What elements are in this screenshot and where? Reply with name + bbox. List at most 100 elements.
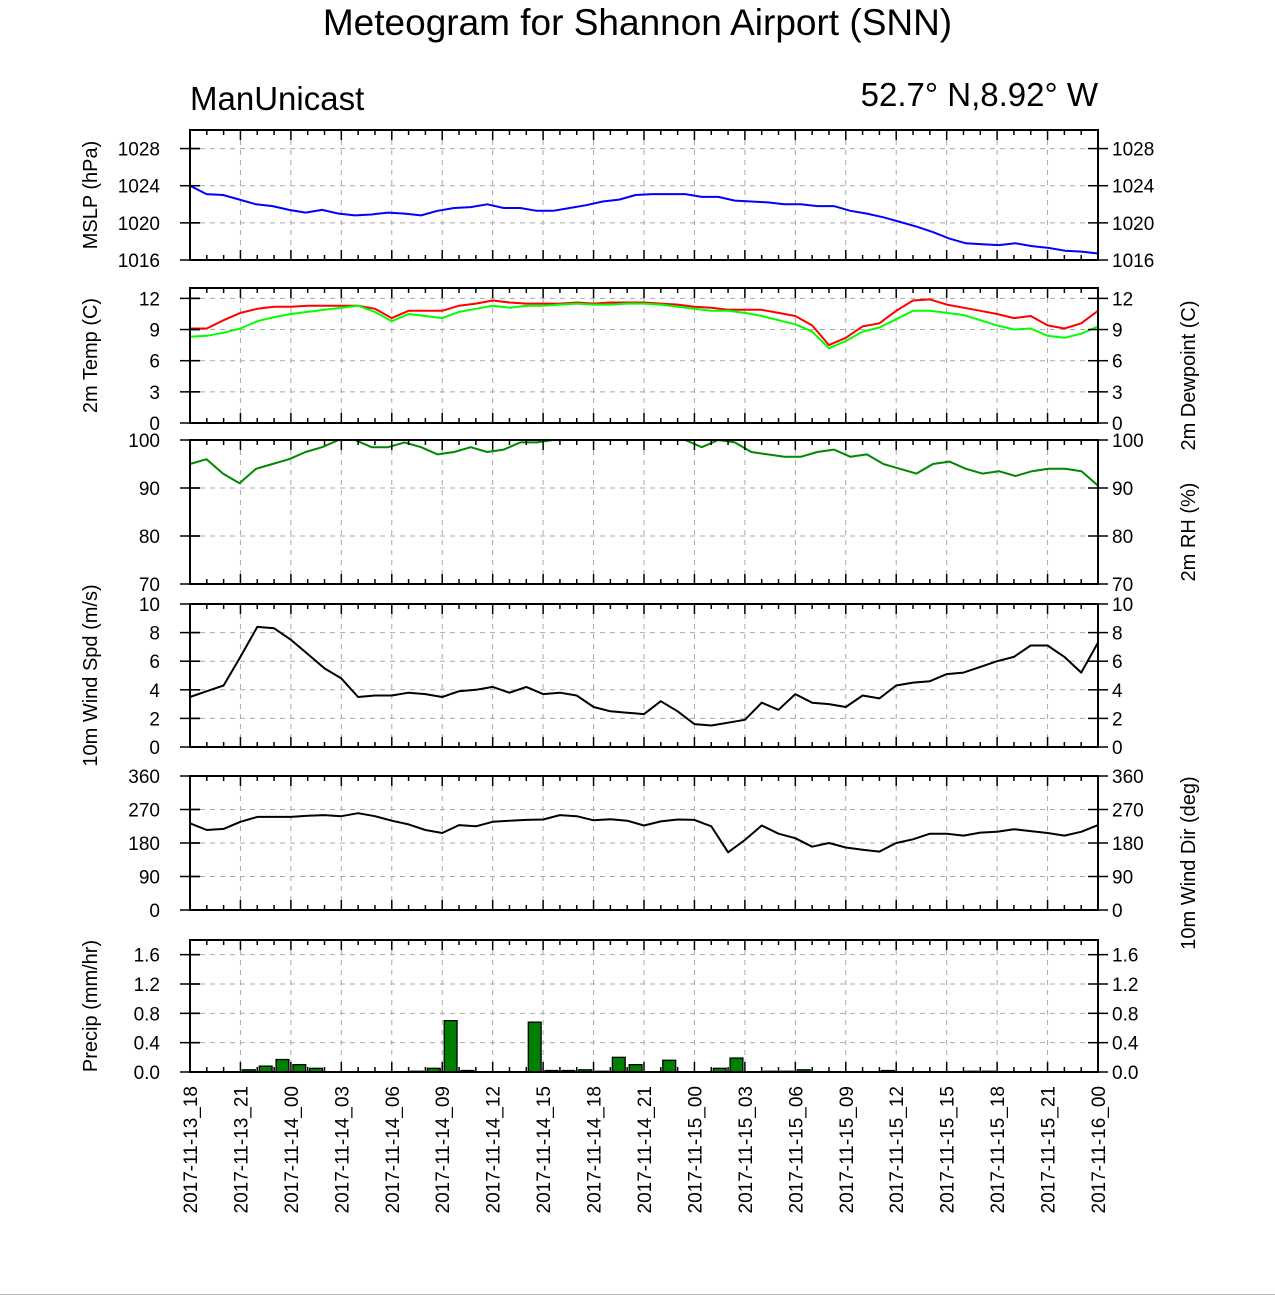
y-tick-label-left: 80 xyxy=(139,527,160,548)
y-tick-label-left: 270 xyxy=(128,801,160,822)
x-tick-label: 2017-11-15_09 xyxy=(837,1086,858,1213)
precip-bar xyxy=(275,1058,290,1073)
y-tick-label-left: 2 xyxy=(149,709,160,730)
y-tick-label-left: 6 xyxy=(149,652,160,673)
y-tick-label-right: 0 xyxy=(1112,738,1123,759)
y-tick-label-left: 360 xyxy=(128,767,160,788)
x-tick-label: 2017-11-15_15 xyxy=(938,1086,959,1213)
y-tick-label-right: 0 xyxy=(1112,414,1123,435)
y-tick-label-left: 8 xyxy=(149,624,160,645)
x-tick-label: 2017-11-15_03 xyxy=(736,1086,757,1213)
chart-title: Meteogram for Shannon Airport (SNN) xyxy=(322,2,953,43)
panel-mslp: 1016 1016 1020 1020 1024 1024 1028 1028 MSLP (hP… xyxy=(80,129,1155,272)
y-tick-label-right: 1016 xyxy=(1112,251,1154,272)
y-tick-label-left: 10 xyxy=(139,595,160,616)
y-tick-label-right: 1020 xyxy=(1112,214,1154,235)
y-tick-label-right: 0.8 xyxy=(1112,1004,1138,1025)
precip-bar xyxy=(527,1021,542,1073)
x-tick-label: 2017-11-15_00 xyxy=(685,1086,706,1213)
y-tick-label-right: 12 xyxy=(1112,289,1133,310)
y-tick-label-left: 1.6 xyxy=(134,946,160,967)
y-tick-label-right: 80 xyxy=(1112,527,1133,548)
y-tick-label-right: 10 xyxy=(1112,595,1133,616)
wspd-series-line-0 xyxy=(189,625,1099,727)
y-axis-label-right: 2m RH (%) xyxy=(1178,483,1200,582)
y-tick-label-left: 0.0 xyxy=(134,1063,160,1084)
y-tick-label-right: 180 xyxy=(1112,834,1144,855)
x-tick-label: 2017-11-14_15 xyxy=(534,1086,555,1213)
y-tick-label-left: 180 xyxy=(128,834,160,855)
y-axis-label-left: 2m Temp (C) xyxy=(80,298,102,413)
y-tick-label-right: 6 xyxy=(1112,652,1123,673)
x-tick-label: 2017-11-14_03 xyxy=(332,1086,353,1213)
y-tick-label-right: 1.6 xyxy=(1112,946,1138,967)
y-tick-label-left: 0 xyxy=(149,901,160,922)
temp-series-line-1 xyxy=(189,302,1099,350)
y-tick-label-right: 1024 xyxy=(1112,177,1155,198)
y-tick-label-left: 1028 xyxy=(118,140,160,161)
panel-wspd: 0 0 2 2 4 4 6 6 8 8 10 10 10m Wind Spd (m/s) xyxy=(80,584,1133,766)
mslp-series-line-0 xyxy=(189,184,1099,255)
y-tick-label-right: 90 xyxy=(1112,868,1133,889)
y-tick-label-right: 0.4 xyxy=(1112,1034,1139,1055)
y-tick-label-left: 0 xyxy=(149,738,160,759)
panel-precip: 0.0 0.0 0.4 0.4 0.8 0.8 1.2 1.2 1.6 1.6 Precip (mm… xyxy=(80,939,1139,1084)
x-tick-label: 2017-11-15_12 xyxy=(887,1086,908,1213)
panel-wdir: 0 0 90 90 180 180 270 270 360 360 10m Wind Dir (de… xyxy=(128,767,1200,950)
y-tick-label-right: 270 xyxy=(1112,801,1144,822)
y-tick-label-right: 8 xyxy=(1112,624,1123,645)
source-label: ManUnicast xyxy=(190,80,365,117)
x-tick-label: 2017-11-14_09 xyxy=(433,1086,454,1213)
x-tick-label: 2017-11-14_21 xyxy=(635,1086,656,1213)
y-tick-label-left: 1024 xyxy=(118,177,161,198)
y-tick-label-left: 90 xyxy=(139,479,160,500)
y-tick-label-left: 0 xyxy=(149,414,160,435)
y-tick-label-left: 0.4 xyxy=(134,1034,161,1055)
y-tick-label-right: 1.2 xyxy=(1112,975,1138,996)
y-tick-label-left: 70 xyxy=(139,575,160,596)
location-label: 52.7° N,8.92° W xyxy=(860,76,1098,113)
y-axis-label-left: MSLP (hPa) xyxy=(80,141,102,250)
y-tick-label-right: 360 xyxy=(1112,767,1144,788)
temp-series-line-0 xyxy=(190,298,1099,347)
y-tick-label-left: 0.8 xyxy=(134,1004,160,1025)
x-tick-label: 2017-11-14_06 xyxy=(383,1086,404,1213)
x-tick-label: 2017-11-14_12 xyxy=(484,1086,505,1213)
x-tick-label: 2017-11-14_00 xyxy=(282,1086,303,1213)
y-axis-label-right: 2m Dewpoint (C) xyxy=(1178,300,1200,450)
precip-bar xyxy=(628,1064,643,1073)
x-tick-label: 2017-11-15_18 xyxy=(988,1086,1009,1213)
y-tick-label-right: 4 xyxy=(1112,681,1123,702)
y-tick-label-right: 2 xyxy=(1112,709,1123,730)
y-tick-label-left: 4 xyxy=(149,681,160,702)
x-tick-label: 2017-11-13_18 xyxy=(181,1086,202,1213)
wdir-series-line-0 xyxy=(189,812,1099,854)
y-tick-label-right: 90 xyxy=(1112,479,1133,500)
precip-bar xyxy=(443,1020,458,1073)
y-tick-label-left: 9 xyxy=(149,321,160,342)
x-tick-label: 2017-11-13_21 xyxy=(231,1086,252,1213)
y-tick-label-left: 100 xyxy=(128,431,160,452)
y-tick-label-left: 6 xyxy=(149,352,160,373)
x-tick-label: 2017-11-15_21 xyxy=(1039,1086,1060,1213)
panel-rh: 70 70 80 80 90 90 100 100 2m RH (%) xyxy=(128,431,1200,596)
y-tick-label-left: 90 xyxy=(139,868,160,889)
precip-bar xyxy=(611,1056,626,1073)
precip-bar xyxy=(292,1064,307,1073)
panel-temp: 0 0 3 3 6 6 9 9 12 12 2m Temp (C) 2m Dewpoint (C) xyxy=(80,287,1200,451)
y-tick-label-left: 1016 xyxy=(118,251,160,272)
y-tick-label-right: 6 xyxy=(1112,352,1123,373)
y-tick-label-right: 9 xyxy=(1112,321,1123,342)
y-axis-label-left: Precip (mm/hr) xyxy=(80,940,102,1072)
x-tick-label: 2017-11-14_18 xyxy=(585,1086,606,1213)
x-tick-label: 2017-11-16_00 xyxy=(1089,1086,1110,1213)
y-tick-label-left: 3 xyxy=(149,383,160,404)
y-tick-label-right: 1028 xyxy=(1112,140,1154,161)
precip-bar xyxy=(729,1057,744,1073)
x-tick-label: 2017-11-15_06 xyxy=(786,1086,807,1213)
y-tick-label-right: 70 xyxy=(1112,575,1133,596)
y-tick-label-right: 100 xyxy=(1112,431,1144,452)
y-tick-label-right: 0.0 xyxy=(1112,1063,1138,1084)
y-tick-label-right: 3 xyxy=(1112,383,1123,404)
